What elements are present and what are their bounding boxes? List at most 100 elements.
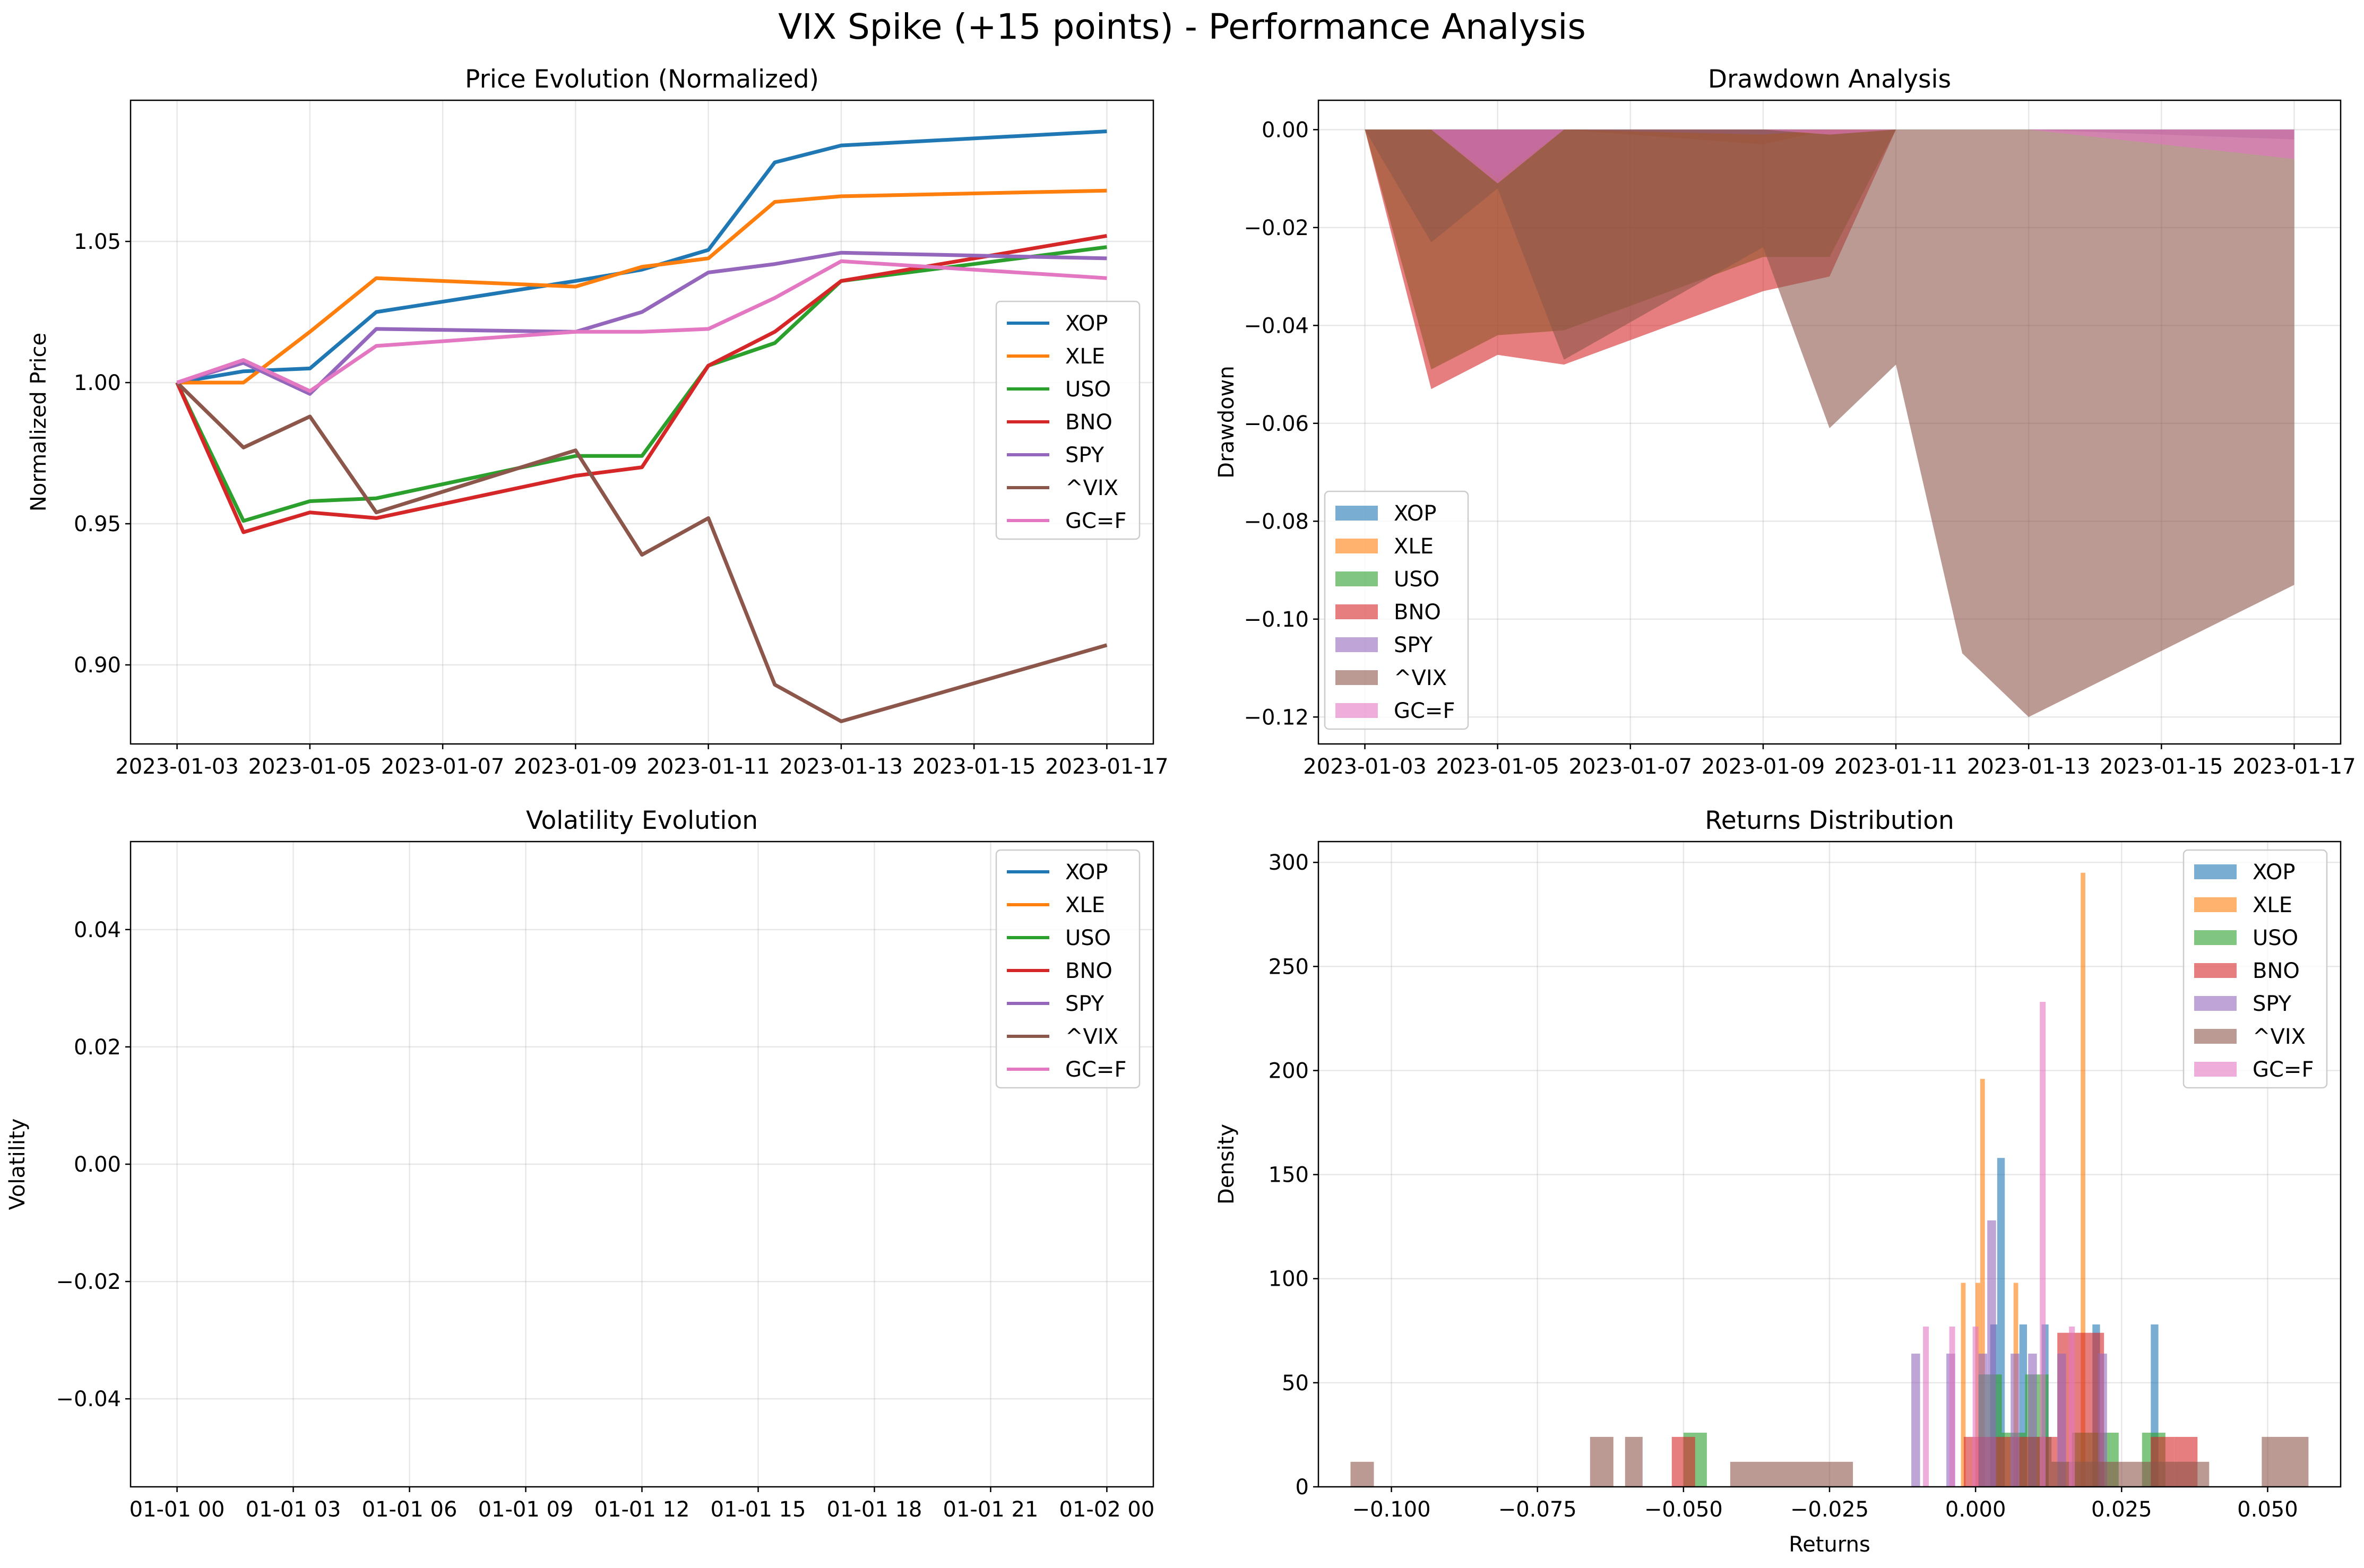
histogram-bar-BNO [1671, 1436, 1695, 1487]
y-axis-label: Density [1214, 1124, 1239, 1205]
legend-label-GC=F: GC=F [1394, 699, 1455, 723]
y-tick-label: 0 [1296, 1475, 1309, 1500]
y-tick-label: 100 [1269, 1267, 1309, 1292]
chart-title: Drawdown Analysis [1708, 65, 1951, 94]
x-tick-label: 01-01 00 [130, 1497, 225, 1522]
y-tick-label: −0.06 [1244, 412, 1309, 436]
legend-label-USO: USO [1394, 567, 1439, 592]
y-tick-label: −0.08 [1244, 509, 1309, 534]
legend-label-SPY: SPY [1394, 633, 1433, 657]
y-tick-label: −0.12 [1244, 705, 1309, 730]
x-tick-label: 0.050 [2237, 1497, 2298, 1522]
legend-swatch-SPY [2194, 996, 2237, 1011]
legend-label-XOP: XOP [1065, 860, 1108, 885]
y-tick-label: 0.00 [74, 1153, 121, 1177]
drawdown-area-GC=F [1365, 129, 2294, 184]
histogram-bar-SPY [1911, 1354, 1920, 1487]
series-line-BNO [175, 233, 1107, 534]
y-tick-label: 200 [1269, 1059, 1309, 1083]
legend-label-XLE: XLE [2253, 893, 2292, 917]
y-axis-label: Volatility [5, 1119, 30, 1210]
legend-swatch-XOP [2194, 864, 2237, 879]
x-tick-label: 2023-01-07 [381, 755, 504, 779]
y-tick-label: −0.04 [1244, 314, 1309, 338]
series-line-SPY [176, 250, 1107, 396]
histogram-bar-^VIX [2075, 1461, 2210, 1487]
x-tick-label: 01-02 00 [1059, 1497, 1154, 1522]
x-tick-label: 01-01 15 [711, 1497, 806, 1522]
histogram-bar-SPY [2011, 1354, 2020, 1487]
x-tick-label: 2023-01-15 [2100, 755, 2223, 779]
histogram-bar-^VIX [2262, 1436, 2309, 1487]
axes-frame [1317, 841, 2342, 1488]
x-tick-label: 01-01 03 [246, 1497, 341, 1522]
y-tick-label: 0.04 [74, 918, 121, 942]
chart-title: Price Evolution (Normalized) [465, 65, 819, 94]
histogram-bar-^VIX [1730, 1461, 1789, 1487]
y-tick-label: −0.10 [1244, 608, 1309, 632]
legend-label-GC=F: GC=F [1065, 509, 1126, 533]
histogram-bar-XLE [2081, 872, 2085, 1487]
histogram-bar-GC=F [1972, 1327, 1979, 1487]
histogram-bar-XLE [1961, 1283, 1966, 1487]
y-tick-label: 250 [1269, 955, 1309, 979]
legend-label-BNO: BNO [1394, 600, 1441, 625]
x-tick-label: 01-01 06 [362, 1497, 458, 1522]
legend: XOP XLE USO BNO SPY ^VIX GC=F [2182, 849, 2328, 1089]
histogram-bar-XLE [1980, 1079, 1985, 1487]
legend-swatch-BNO [1335, 604, 1378, 619]
legend-label-USO: USO [1065, 926, 1111, 950]
legend-swatch-XOP [1335, 506, 1378, 521]
legend-swatch-USO [1335, 571, 1378, 586]
histogram-bar-GC=F [2069, 1327, 2075, 1487]
legend-label-USO: USO [2253, 926, 2298, 950]
x-tick-label: 2023-01-09 [1702, 755, 1825, 779]
y-tick-label: −0.02 [56, 1270, 121, 1294]
x-axis-label: Returns [1789, 1532, 1870, 1557]
histogram-bar-GC=F [2040, 1002, 2046, 1487]
x-tick-label: −0.050 [1644, 1497, 1723, 1522]
legend-swatch-USO [2194, 930, 2237, 945]
x-tick-label: 2023-01-11 [646, 755, 770, 779]
legend-label-SPY: SPY [1065, 443, 1105, 467]
x-tick-label: 2023-01-05 [1436, 755, 1559, 779]
histogram-bar-^VIX [1625, 1436, 1643, 1487]
x-tick-label: 01-01 21 [943, 1497, 1039, 1522]
y-tick-label: 1.05 [74, 230, 121, 254]
legend-label-BNO: BNO [1065, 959, 1112, 983]
drawdown-chart: Drawdown Analysis Drawdown 0.00 −0.02 −0.04 −… [1214, 65, 2356, 779]
y-tick-label: 300 [1269, 851, 1309, 875]
series-line-^VIX [176, 381, 1108, 723]
axes-frame [130, 99, 1154, 745]
chart-title: Volatility Evolution [526, 806, 758, 835]
x-tick-label: 2023-01-09 [514, 755, 637, 779]
histogram-bar-^VIX [1590, 1436, 1614, 1487]
y-tick-label: −0.02 [1244, 216, 1309, 240]
x-tick-label: 2023-01-05 [248, 755, 372, 779]
x-tick-label: 0.025 [2091, 1497, 2152, 1522]
x-tick-label: 01-01 12 [594, 1497, 690, 1522]
y-tick-label: 0.02 [74, 1035, 121, 1060]
series-line-GC=F [176, 259, 1107, 393]
histogram-bar-SPY [2057, 1354, 2066, 1487]
histogram-bar-GC=F [1949, 1327, 1955, 1487]
legend-box [995, 849, 1141, 1089]
legend: XOP XLE USO BNO SPY ^VIX GC=F [1324, 490, 1469, 730]
legend-swatch-XLE [2194, 897, 2237, 912]
axes-frame [1317, 99, 2342, 745]
y-axis-label: Drawdown [1214, 366, 1239, 478]
legend-label-SPY: SPY [1065, 992, 1105, 1016]
x-tick-label: 2023-01-15 [912, 755, 1036, 779]
legend-swatch-BNO [2194, 963, 2237, 978]
legend-label-XOP: XOP [1065, 311, 1108, 336]
x-tick-label: 01-01 09 [478, 1497, 574, 1522]
series-line-USO [175, 245, 1107, 523]
returns-distribution-chart: Returns Distribution Density Returns 0 50 100… [1214, 806, 2342, 1557]
legend-label-^VIX: ^VIX [1394, 666, 1447, 690]
legend-label-GC=F: GC=F [2253, 1058, 2314, 1082]
plot-area [1318, 842, 2341, 1487]
legend: XOP XLE USO BNO SPY ^VIX GC=F [995, 300, 1141, 540]
y-axis-label: Normalized Price [27, 333, 51, 512]
x-tick-label: 01-01 18 [827, 1497, 922, 1522]
